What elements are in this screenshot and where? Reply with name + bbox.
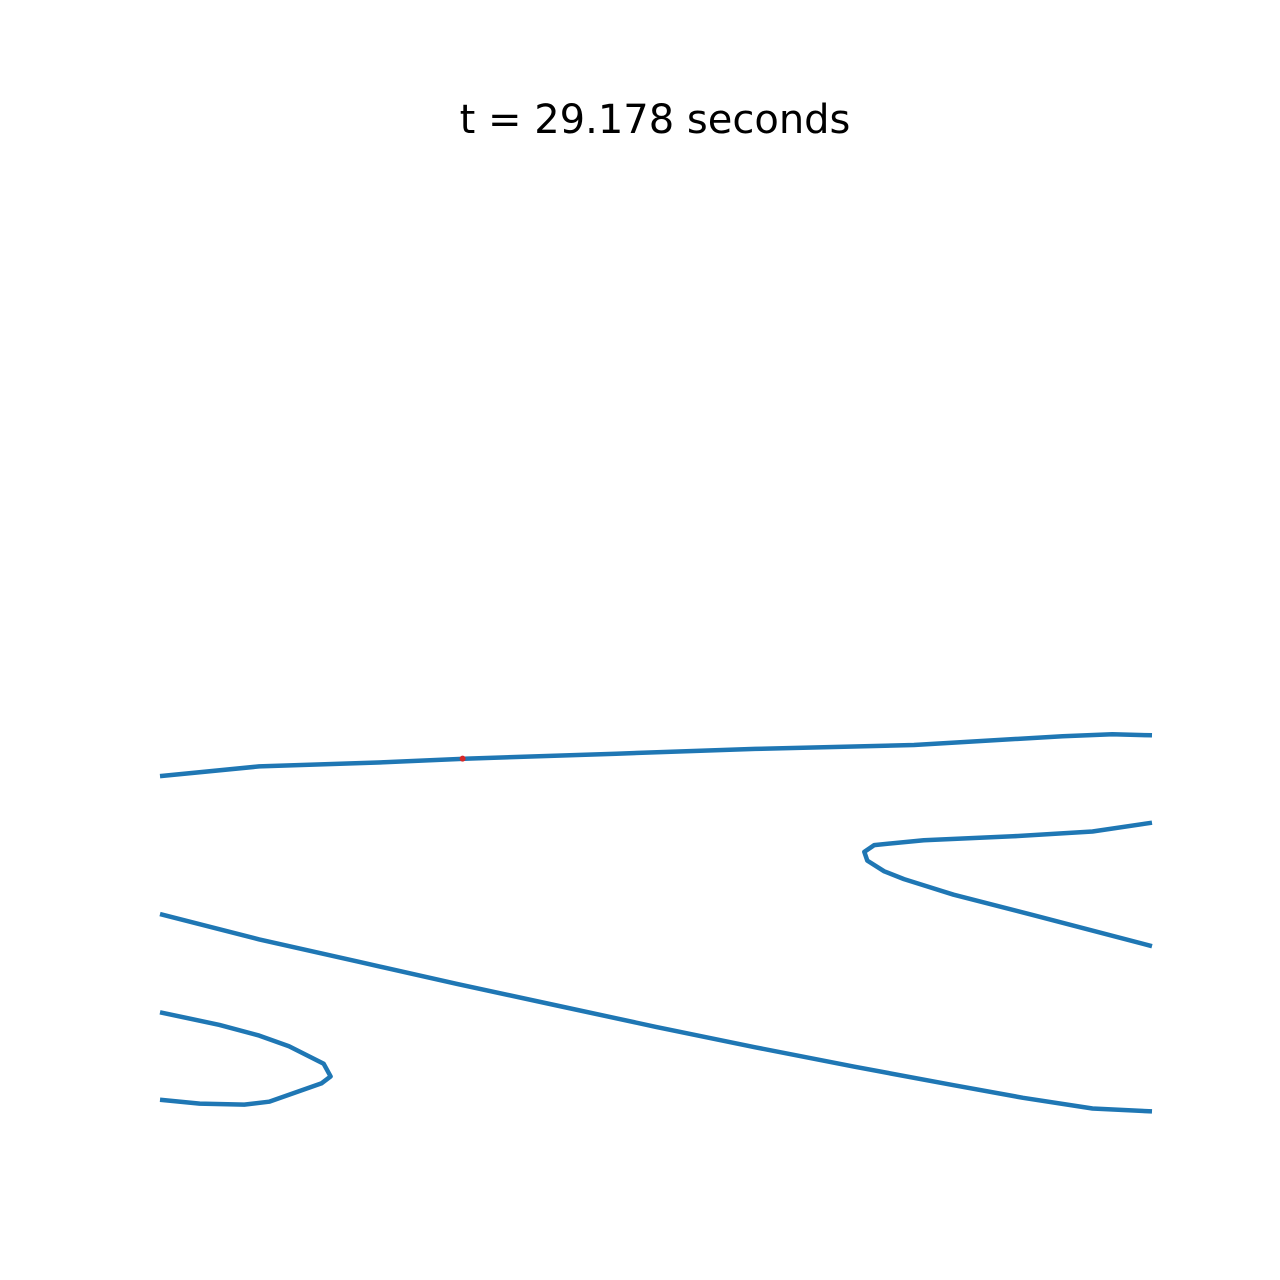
curve-segment-3 bbox=[159, 911, 1153, 1114]
curve-segment-2 bbox=[862, 820, 1153, 949]
plot-area bbox=[159, 732, 1153, 1114]
curve-segment-1 bbox=[159, 732, 1153, 779]
curve-segment-4 bbox=[159, 1010, 333, 1107]
marker-point-1 bbox=[459, 755, 466, 762]
chart-title: t = 29.178 seconds bbox=[460, 97, 851, 143]
